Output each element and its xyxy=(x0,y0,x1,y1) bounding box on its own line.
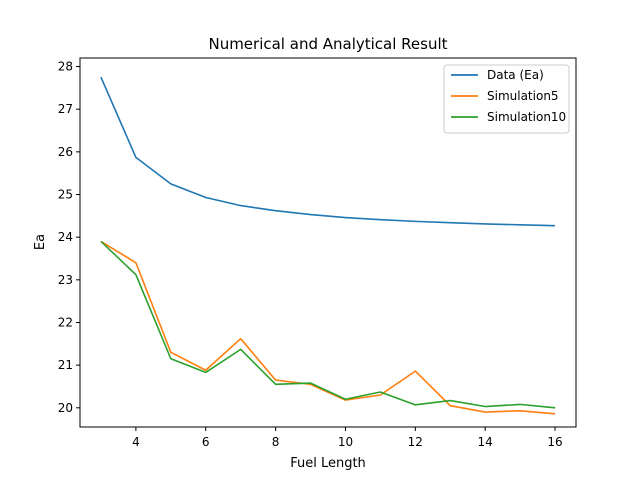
x-tick-label: 14 xyxy=(478,435,493,449)
series-line-data-ea xyxy=(100,76,556,227)
y-tick-label: 21 xyxy=(58,358,73,372)
chart-title: Numerical and Analytical Result xyxy=(208,35,447,53)
x-tick-label: 12 xyxy=(408,435,423,449)
y-axis: 20 21 22 23 24 25 26 27 28 xyxy=(58,60,80,415)
y-tick-label: 20 xyxy=(58,401,73,415)
legend: Data (Ea) Simulation5 Simulation10 xyxy=(443,64,570,134)
y-tick-label: 23 xyxy=(58,273,73,287)
x-tick-label: 8 xyxy=(272,435,280,449)
y-tick-label: 24 xyxy=(58,230,73,244)
legend-label-data-ea: Data (Ea) xyxy=(487,68,544,82)
series-lines xyxy=(100,76,556,415)
legend-label-simulation5: Simulation5 xyxy=(487,89,559,103)
y-axis-label: Ea xyxy=(33,234,48,250)
y-tick-label: 28 xyxy=(58,60,73,74)
y-tick-label: 26 xyxy=(58,145,73,159)
y-tick-label: 27 xyxy=(58,102,73,116)
series-line-simulation10 xyxy=(100,240,556,409)
y-tick-label: 22 xyxy=(58,315,73,329)
plot-area xyxy=(79,57,577,428)
x-axis: 4 6 8 10 12 14 16 xyxy=(132,427,563,449)
x-tick-label: 6 xyxy=(202,435,210,449)
series-line-simulation5 xyxy=(100,240,556,415)
x-tick-label: 10 xyxy=(338,435,353,449)
x-tick-label: 4 xyxy=(132,435,140,449)
legend-label-simulation10: Simulation10 xyxy=(487,110,566,124)
y-tick-label: 25 xyxy=(58,188,73,202)
x-axis-label: Fuel Length xyxy=(290,456,366,471)
legend-box xyxy=(443,64,570,134)
x-tick-label: 16 xyxy=(547,435,562,449)
